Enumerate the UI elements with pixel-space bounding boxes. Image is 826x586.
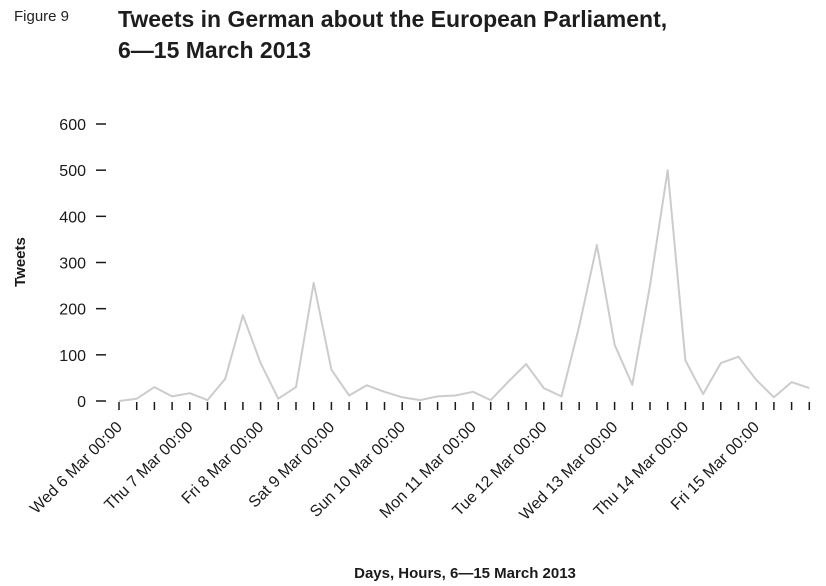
- y-tick-label: 200: [59, 302, 86, 319]
- figure-label: Figure 9: [14, 8, 70, 25]
- chart-title: Tweets in German about the European Parl…: [118, 4, 667, 66]
- y-tick-label: 100: [59, 348, 86, 365]
- chart-title-line-1: Tweets in German about the European Parl…: [118, 6, 668, 32]
- y-tick-label: 0: [77, 394, 86, 411]
- y-tick-label: 400: [59, 209, 86, 226]
- y-axis: 0 100 200 300 400 500 600: [59, 117, 106, 411]
- y-tick-label: 300: [59, 256, 86, 273]
- x-axis-title: Days, Hours, 6—15 March 2013: [354, 565, 576, 582]
- y-axis-title: Tweets: [12, 237, 29, 287]
- y-tick-label: 500: [59, 163, 86, 180]
- series-layer: [118, 169, 810, 402]
- series-line: [118, 169, 810, 402]
- chart-title-line-2: 6—15 March 2013: [118, 37, 312, 63]
- y-tick-label: 600: [59, 117, 86, 134]
